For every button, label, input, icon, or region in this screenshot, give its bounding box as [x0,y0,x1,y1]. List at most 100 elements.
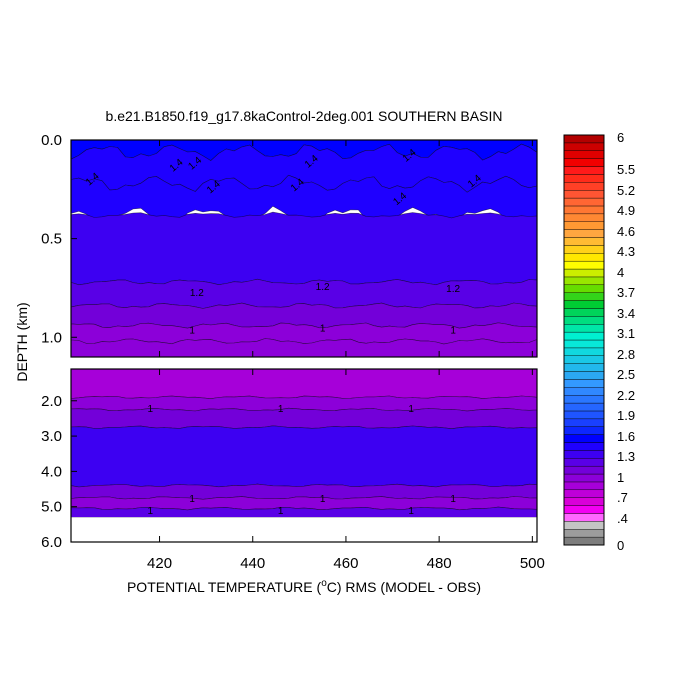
colorbar-swatch [563,521,605,530]
colorbar-swatch [563,465,605,475]
lower-y-tick-label: 4.0 [41,463,62,480]
lower-contour-label: 1 [320,494,326,505]
colorbar-swatch [563,402,605,412]
colorbar-swatch [563,166,605,175]
colorbar-swatch [563,410,605,420]
colorbar-swatch [563,324,605,333]
lower-contour-label: 1 [408,404,414,415]
colorbar-swatch [563,158,605,167]
x-axis-label-post: C) RMS (MODEL - OBS) [327,579,481,595]
lower-frame [70,368,538,543]
colorbar-swatch [563,276,605,286]
colorbar-swatch [563,426,605,435]
colorbar-swatch [563,316,605,325]
colorbar-swatch [563,245,605,254]
colorbar-label: 4.6 [617,224,635,239]
x-tick-label: 500 [520,555,545,572]
colorbar-swatch [563,189,605,199]
colorbar-swatch [563,260,605,270]
upper-y-tick-label: 1.0 [41,329,62,346]
upper-contour-label: 1 [320,323,326,334]
colorbar-swatch [563,292,605,301]
y-axis-label: DEPTH (km) [14,302,30,381]
colorbar-swatch [563,536,605,546]
colorbar-swatch [563,387,605,396]
lower-contour-label: 1 [408,506,414,517]
lower-y-tick-label: 5.0 [41,499,62,516]
colorbar-swatch [563,268,605,278]
colorbar-swatch [563,205,605,215]
colorbar-swatch [563,150,605,159]
colorbar-swatch [563,300,605,309]
colorbar-swatch [563,473,605,483]
colorbar-swatch [563,229,605,238]
lower-y-tick-label: 6.0 [41,534,62,551]
colorbar-label: 4 [617,265,624,280]
colorbar-swatch [563,347,605,356]
colorbar-label: 3.7 [617,285,635,300]
upper-contour-label: 1.2 [316,282,330,293]
lower-contour-label: 1 [450,494,456,505]
colorbar-swatch [563,481,605,491]
upper-contour-label: 1 [189,325,195,336]
colorbar-swatch [563,339,605,349]
lower-y-tick-label: 3.0 [41,428,62,445]
colorbar-swatch [563,331,605,341]
colorbar-swatch [563,458,605,467]
colorbar-swatch [563,221,605,230]
colorbar-frame [563,134,605,546]
colorbar: 0 .4 .7 1 1.3 1.6 1.9 2.2 2.5 2.8 3.1 3.4 3.7 4 4.3 4.6… [563,130,635,553]
colorbar-swatch [563,442,605,451]
x-axis-label-pre: POTENTIAL TEMPERATURE ( [127,579,322,595]
colorbar-swatch [563,371,605,380]
colorbar-label: 2.5 [617,367,635,382]
colorbar-swatch [563,363,605,372]
colorbar-label: 3.1 [617,326,635,341]
colorbar-label: 1 [617,470,624,485]
colorbar-swatch [563,253,605,262]
colorbar-label: 1.6 [617,429,635,444]
lower-depth-panel: 1 1 1 1 1 1 1 1 1 2.0 3.0 4.0 5.0 6.0 420 440 460 480 500 [41,368,545,572]
x-tick-label: 480 [427,555,452,572]
lower-contour-label: 1 [278,404,284,415]
lower-contour-band [70,368,538,400]
colorbar-swatch [563,134,605,144]
colorbar-label: .4 [617,511,628,526]
x-axis-label: POTENTIAL TEMPERATURE (oC) RMS (MODEL - … [127,578,481,595]
colorbar-swatch [563,434,605,443]
colorbar-label: 6 [617,130,624,145]
colorbar-label: 2.8 [617,347,635,362]
x-axis-label-degree: o [321,578,327,589]
colorbar-swatch [563,174,605,183]
lower-contour-band [70,395,538,412]
x-tick-label: 460 [333,555,358,572]
colorbar-swatch [563,142,605,151]
colorbar-swatch [563,213,605,222]
colorbar-swatch [563,284,605,293]
colorbar-swatch [563,505,605,514]
colorbar-swatch [563,355,605,364]
chart-title: b.e21.B1850.f19_g17.8kaControl-2deg.001 … [106,108,503,124]
colorbar-label: 5.2 [617,183,635,198]
lower-y-tick-label: 2.0 [41,393,62,410]
lower-contour-label: 1 [147,404,153,415]
colorbar-label: 5.5 [617,162,635,177]
colorbar-swatch [563,379,605,388]
upper-contour-label: 1 [450,325,456,336]
upper-contour-label: 1.2 [190,288,204,299]
upper-depth-panel: 1.41.4 1.41.4 1.41.41.41.41.41.21.2 1.21 1 10… [41,132,538,358]
colorbar-swatch [563,394,605,404]
colorbar-label: 1.3 [617,449,635,464]
lower-contour-band [70,407,538,430]
colorbar-label: .7 [617,490,628,505]
colorbar-label: 3.4 [617,306,635,321]
x-tick-label: 440 [240,555,265,572]
colorbar-swatch [563,182,605,191]
colorbar-label: 1.9 [617,408,635,423]
lower-contour-label: 1 [278,506,284,517]
upper-contour-label: 1.2 [446,284,460,295]
colorbar-swatch [563,237,605,246]
colorbar-swatch [563,197,605,207]
lower-contour-label: 1 [147,506,153,517]
